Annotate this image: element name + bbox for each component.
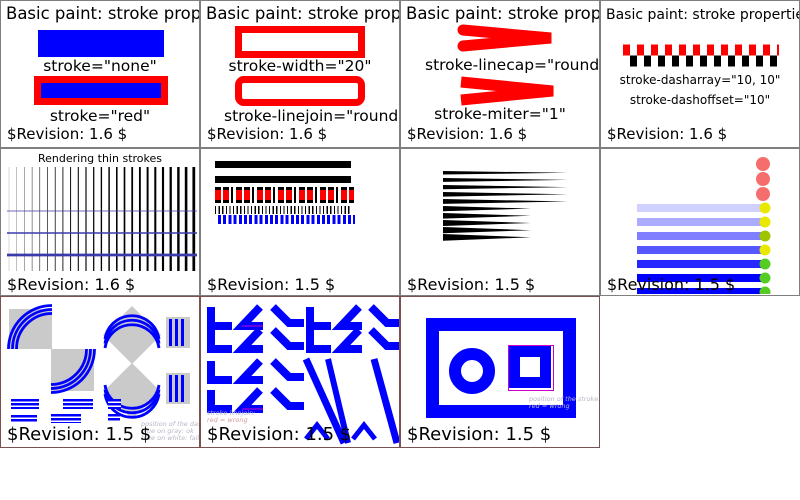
revision-text: $Revision: 1.5 $ [7,424,152,445]
blue-angle-glyphs [207,304,399,413]
revision-text: $Revision: 1.6 $ [407,125,528,143]
linecap-miter-shapes [457,24,554,106]
stroke-linejoin-label: stroke-linejoin="round" [224,107,400,125]
test-cell-zigzag: $Revision: 1.5 $ [400,148,600,296]
blue-rect-no-stroke [38,30,164,57]
black-fine-comb [215,206,351,214]
test-cell-linejoin-glyphs: stroke-linejoin: red = wrong $Revision: … [200,296,400,448]
revision-text: $Revision: 1.5 $ [607,275,736,294]
stroke-dashoffset-label: stroke-dashoffset="10" [629,93,771,107]
blue-striped-bar [63,399,93,409]
horizontal-thin-lines [7,210,197,257]
revision-text: $Revision: 1.5 $ [207,275,336,294]
black-bar [215,176,351,183]
cell-title: Basic paint: stroke properties [606,7,800,23]
linejoin-glyphs [207,304,399,445]
blue-outline-square [509,346,551,388]
test-cell-thin-strokes: Rendering thin strokes [0,148,200,296]
blue-vertical-stripes [169,375,187,402]
cell-title: Basic paint: stroke properties [206,4,399,23]
test-cell-opacity-bars: $Revision: 1.5 $ [600,148,800,296]
blue-rect-red-stroke [34,76,168,105]
test-cell-stroke-position: position of the stroke: red = wrong $Rev… [400,296,600,448]
pass-fail-note: stroke-linejoin: red = wrong [207,409,256,424]
pass-fail-note: position of the dashes: blue on gray: ok… [141,420,200,442]
opacity-bars-shapes [637,157,771,294]
revision-text: $Revision: 1.5 $ [207,424,352,445]
test-cell-dashes-on-gray: position of the dashes: blue on gray: ok… [0,296,200,448]
black-bar [215,161,351,168]
long-diagonal-strokes [302,357,399,445]
tapered-triangles [443,171,568,241]
blue-fine-comb [218,215,355,224]
dash-pattern-shapes [623,44,779,67]
stroke-dasharray-label: stroke-dasharray="10, 10" [619,73,781,87]
gray-square-striped [166,317,190,348]
stroke-linecap-label: stroke-linecap="round" [425,56,600,74]
stroke-miter-label: stroke-miter="1" [434,105,566,123]
test-cell-linecap-miter: Basic paint: stroke properties stroke-li… [400,0,600,148]
test-cell-stroke-none-red: Basic paint: stroke properties stroke="n… [0,0,200,148]
test-cell-dash-bars: $Revision: 1.5 $ [200,148,400,296]
red-stroked-rect [235,26,365,58]
revision-text: $Revision: 1.6 $ [207,125,328,143]
blue-opacity-bars [637,204,764,294]
pass-fail-note: position of the stroke: red = wrong [529,395,600,410]
blue-vertical-stripes [169,319,187,346]
stroke-none-label: stroke="none" [43,57,157,75]
dashed-arcs [7,304,161,419]
stroke-red-label: stroke="red" [49,107,151,125]
thin-strokes-lines [7,167,197,271]
cell-title: Basic paint: stroke properties [406,4,599,23]
red-stroked-rect-round-join [235,76,365,106]
blue-outline-rect [426,318,576,418]
gray-square-striped [166,373,190,404]
blue-striped-bar [108,399,121,409]
revision-text: $Revision: 1.5 $ [407,275,536,294]
red-black-dash-pattern [215,187,354,203]
blue-ring [449,348,495,394]
magenta-hairlines [242,325,263,410]
salmon-dots [756,157,770,201]
blue-striped-bar [51,414,81,423]
blue-striped-bar [11,399,39,409]
test-cell-dasharray: Basic paint: stroke properties stroke-da… [600,0,800,148]
red-chevron-round-cap [457,24,552,52]
bar-end-dots [759,202,771,294]
test-cell-stroke-width-linejoin: Basic paint: stroke properties stroke-wi… [200,0,400,148]
revision-text: $Revision: 1.6 $ [607,125,728,143]
magenta-hairline-box [508,345,554,391]
blue-striped-arcs [7,304,161,419]
cell-title: Basic paint: stroke properties [6,4,199,23]
revision-text: $Revision: 1.6 $ [7,275,136,294]
thin-strokes-title: Rendering thin strokes [37,152,162,165]
zigzag-slivers [443,171,568,241]
blue-striped-bar [11,415,37,423]
stroke-width-label: stroke-width="20" [228,57,372,75]
blue-striped-bar [108,414,120,422]
red-chevron-miter-1 [460,76,554,106]
revision-text: $Revision: 1.5 $ [407,424,552,445]
revision-text: $Revision: 1.6 $ [7,125,128,143]
